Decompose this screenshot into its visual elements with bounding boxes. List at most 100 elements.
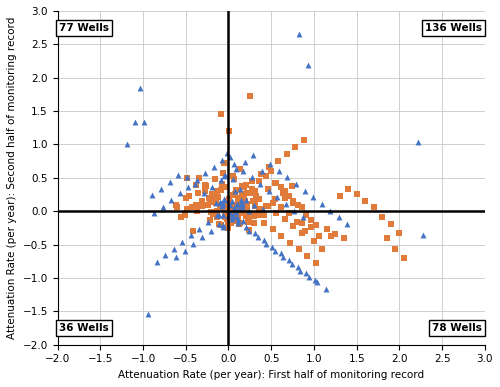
Point (210, 195, 218, 201)
Point (278, 233, 285, 239)
Point (312, 260, 320, 266)
Point (192, 182, 200, 188)
Point (262, 241, 270, 247)
Point (236, 200, 244, 206)
Point (140, 119, 148, 125)
Point (148, 192, 156, 198)
Point (232, 217, 240, 224)
Point (212, 200, 220, 206)
Point (304, 62, 312, 68)
Point (236, 166, 244, 172)
Point (234, 195, 242, 201)
Point (343, 221, 351, 227)
Point (302, 212, 310, 218)
Point (236, 197, 244, 203)
Point (238, 208, 246, 214)
Point (220, 173, 228, 179)
Point (284, 174, 292, 180)
Point (136, 85, 144, 91)
Point (234, 214, 241, 221)
Point (300, 137, 308, 144)
Point (207, 209, 215, 215)
Point (246, 190, 254, 196)
Point (213, 208, 221, 214)
Point (224, 212, 232, 219)
Point (238, 200, 246, 206)
Point (181, 248, 189, 254)
Point (144, 311, 152, 317)
Point (234, 198, 242, 204)
Point (298, 219, 306, 226)
Point (226, 211, 234, 217)
Point (251, 188, 259, 194)
Point (226, 154, 234, 160)
Point (226, 202, 234, 208)
Point (251, 211, 259, 217)
Point (170, 245, 178, 252)
Point (232, 209, 240, 215)
Point (248, 198, 256, 204)
Point (236, 204, 244, 210)
Point (311, 277, 319, 283)
Point (217, 111, 225, 118)
Point (260, 219, 268, 226)
Point (208, 211, 216, 217)
Point (391, 245, 399, 252)
Point (255, 206, 263, 212)
Point (281, 188, 289, 194)
Point (167, 197, 175, 203)
Point (250, 152, 258, 158)
Point (132, 119, 140, 125)
Point (232, 200, 240, 207)
Point (230, 205, 238, 211)
Point (216, 187, 224, 193)
Point (192, 202, 200, 208)
Point (206, 217, 214, 223)
Point (158, 204, 166, 210)
Point (223, 150, 231, 156)
Point (166, 179, 173, 185)
Point (290, 199, 298, 205)
Point (226, 128, 234, 134)
Point (344, 186, 352, 192)
Point (270, 248, 278, 254)
Point (220, 213, 228, 219)
Point (220, 170, 228, 176)
Point (204, 202, 212, 208)
Point (291, 144, 299, 150)
Point (213, 214, 221, 220)
Point (270, 196, 278, 202)
Point (215, 221, 223, 227)
Point (233, 200, 241, 207)
Point (220, 196, 228, 202)
Point (279, 254, 287, 260)
Point (257, 171, 265, 177)
Point (322, 226, 330, 232)
Point (187, 232, 195, 238)
Point (229, 175, 237, 182)
Point (228, 210, 236, 216)
Point (238, 202, 246, 208)
Point (208, 183, 216, 190)
Point (286, 240, 294, 246)
Point (245, 227, 253, 233)
Point (228, 198, 236, 204)
Point (248, 174, 256, 180)
Point (215, 221, 223, 227)
Point (226, 210, 234, 216)
Point (231, 212, 239, 219)
Point (299, 214, 307, 220)
Point (229, 173, 237, 179)
Point (239, 201, 247, 207)
Point (251, 202, 259, 208)
Point (220, 159, 228, 166)
Point (252, 203, 260, 209)
Point (268, 243, 276, 250)
Point (230, 192, 238, 198)
Point (285, 193, 293, 199)
Point (281, 195, 289, 201)
Point (225, 203, 233, 209)
Point (230, 212, 237, 218)
Point (232, 191, 239, 197)
Point (231, 206, 239, 212)
